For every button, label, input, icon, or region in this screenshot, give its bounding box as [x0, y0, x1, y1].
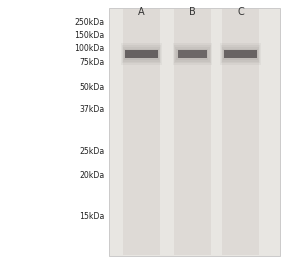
- Bar: [175, 47, 209, 62]
- Text: C: C: [237, 7, 244, 17]
- Text: 20kDa: 20kDa: [80, 171, 105, 180]
- Bar: [124, 49, 159, 60]
- Bar: [178, 50, 207, 58]
- Bar: [222, 47, 259, 62]
- Bar: [174, 45, 211, 63]
- Text: 15kDa: 15kDa: [79, 212, 105, 221]
- Text: 150kDa: 150kDa: [74, 31, 105, 40]
- Bar: [123, 9, 160, 255]
- Bar: [222, 9, 259, 255]
- Bar: [125, 50, 158, 58]
- Text: 75kDa: 75kDa: [80, 58, 105, 67]
- Bar: [123, 47, 160, 62]
- Text: B: B: [189, 7, 196, 17]
- Text: 37kDa: 37kDa: [80, 105, 105, 114]
- Text: 250kDa: 250kDa: [75, 18, 105, 27]
- Bar: [109, 8, 280, 256]
- Bar: [177, 49, 208, 60]
- Bar: [221, 45, 260, 63]
- Bar: [220, 43, 261, 65]
- Text: A: A: [138, 7, 145, 17]
- Bar: [174, 9, 211, 255]
- Bar: [223, 49, 258, 60]
- Text: 50kDa: 50kDa: [80, 83, 105, 92]
- Text: 25kDa: 25kDa: [80, 147, 105, 156]
- Bar: [121, 43, 162, 65]
- Bar: [173, 43, 212, 65]
- Text: 100kDa: 100kDa: [74, 44, 105, 53]
- Bar: [122, 45, 161, 63]
- Bar: [224, 50, 257, 58]
